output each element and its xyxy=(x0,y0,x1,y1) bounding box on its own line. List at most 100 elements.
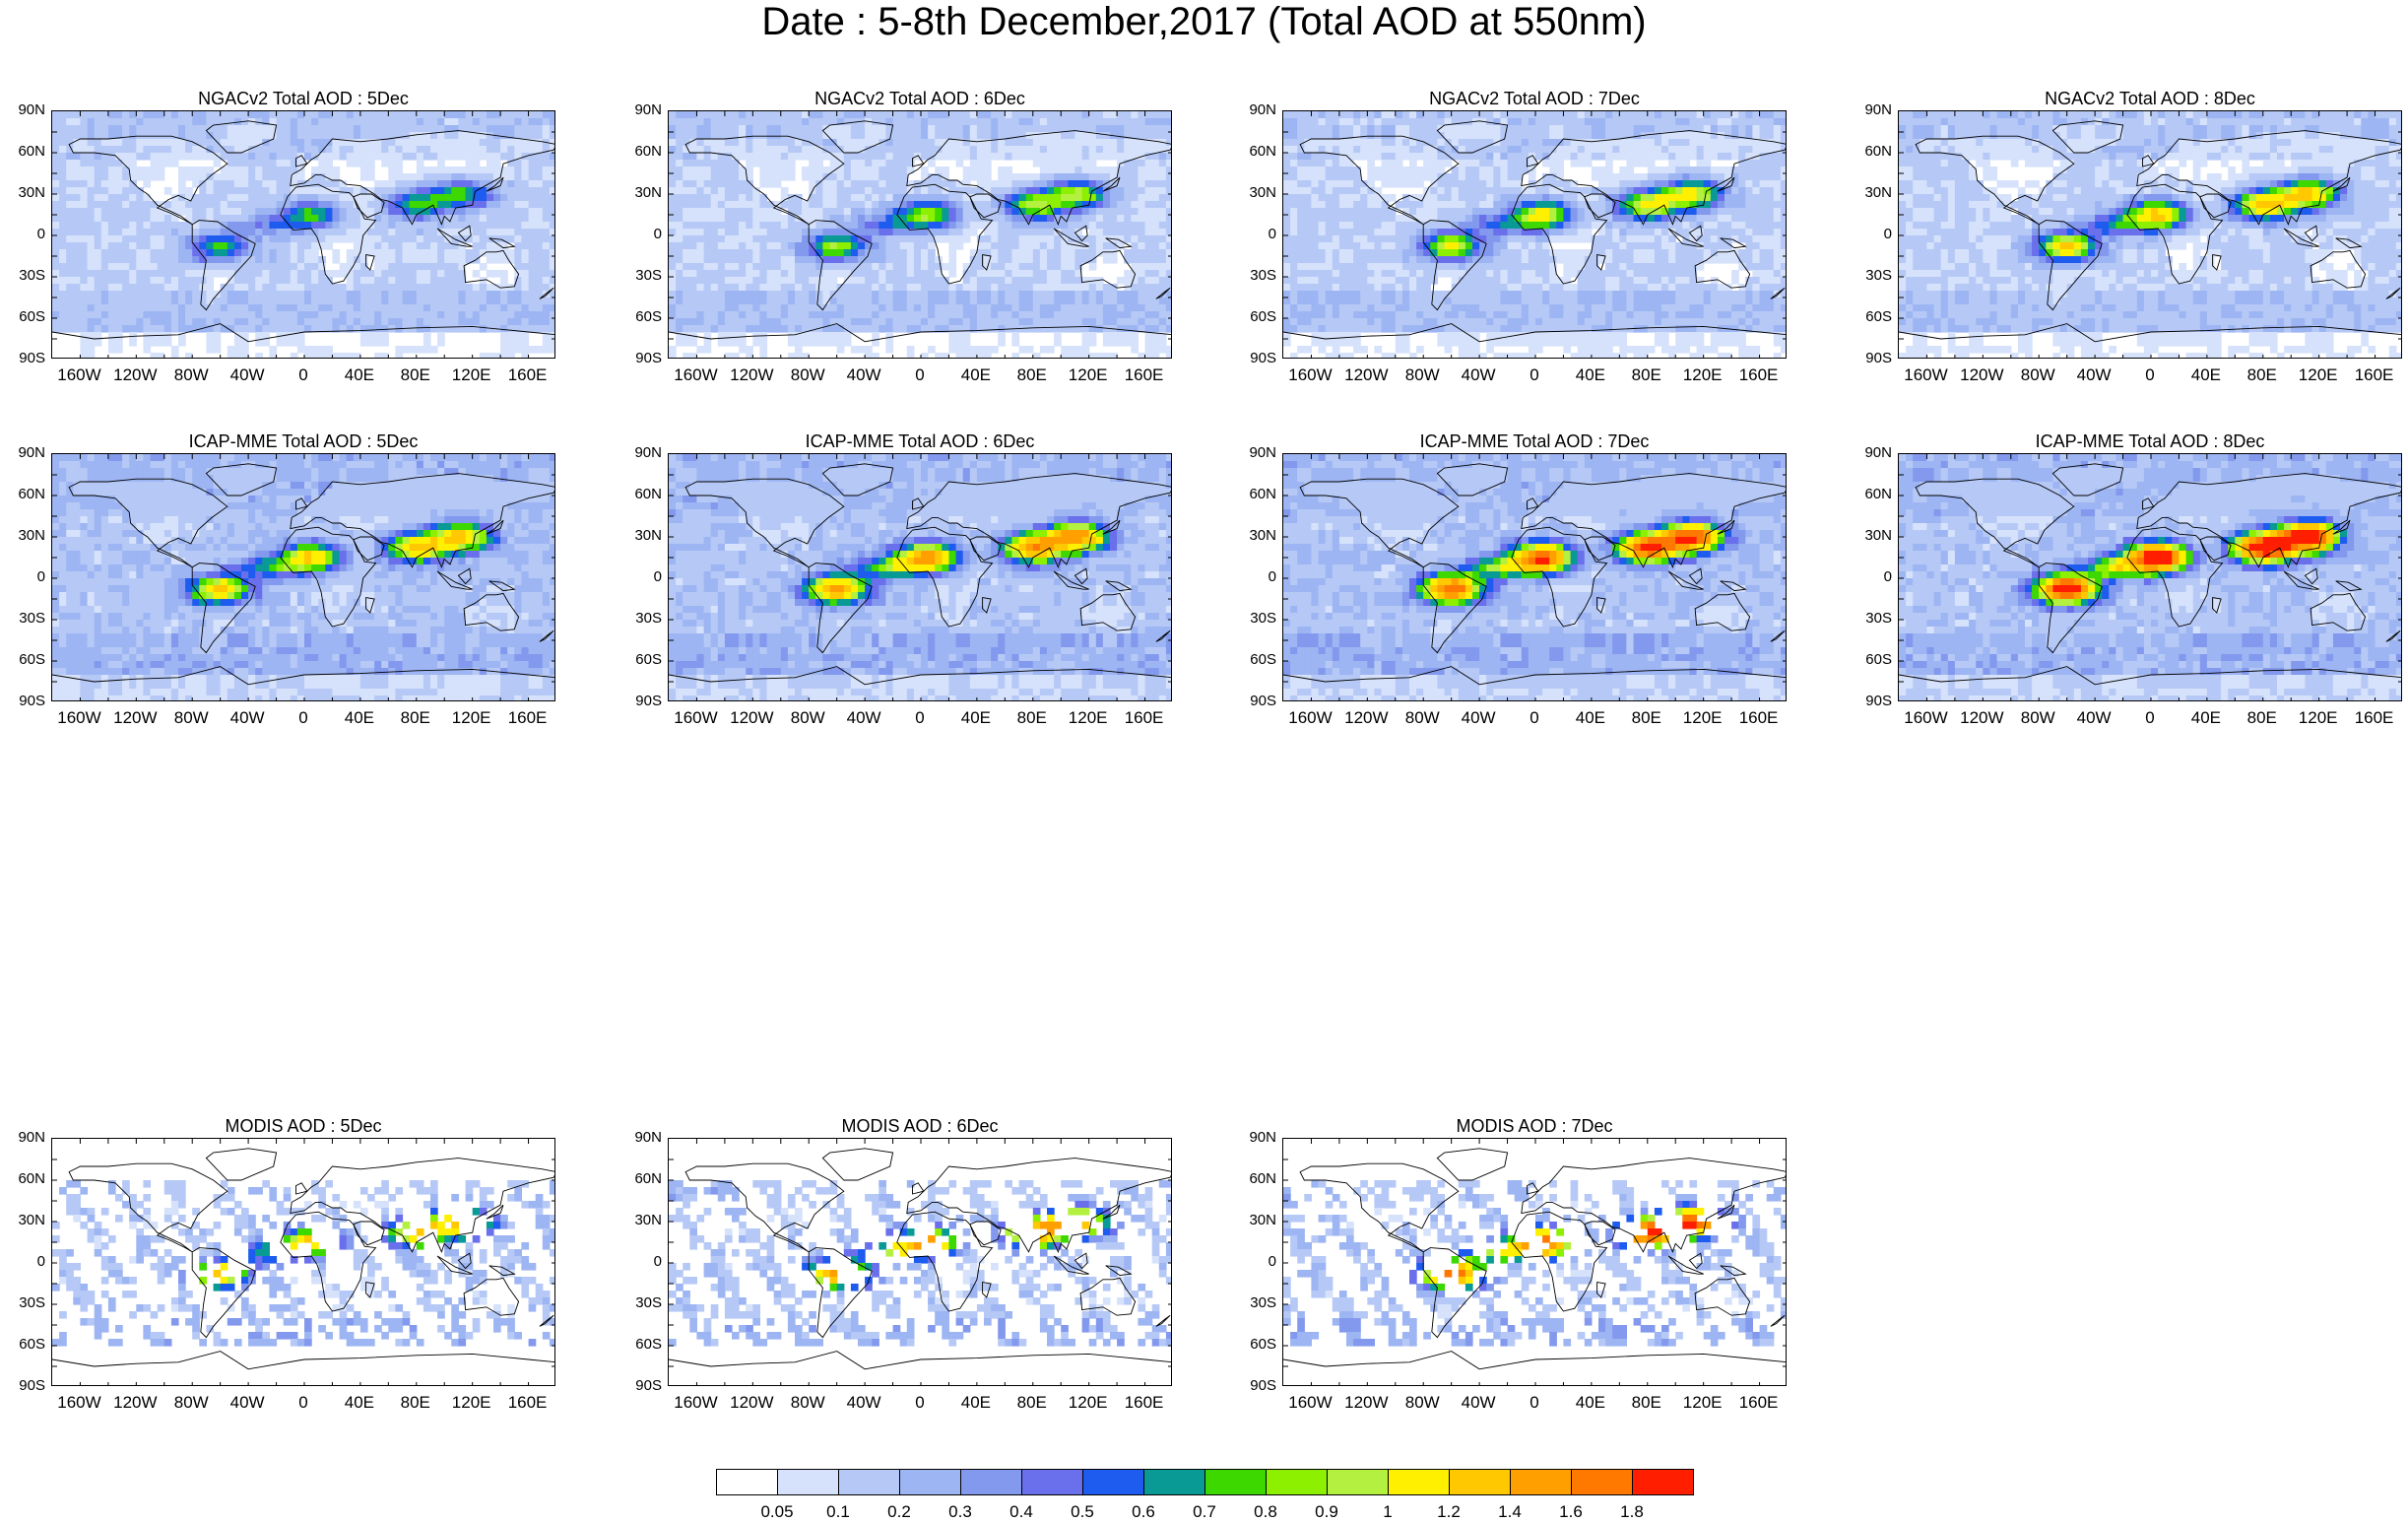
aod-cell xyxy=(325,187,333,195)
aod-cell xyxy=(843,284,852,292)
aod-cell xyxy=(66,229,74,236)
aod-cell xyxy=(955,339,964,347)
aod-cell xyxy=(976,111,985,119)
aod-cell xyxy=(311,270,319,278)
aod-cell xyxy=(752,201,760,209)
aod-cell xyxy=(1095,139,1104,147)
aod-cell xyxy=(843,263,852,271)
aod-cell xyxy=(1011,284,1020,292)
aod-cell xyxy=(872,249,879,257)
aod-cell xyxy=(969,270,978,278)
aod-cell xyxy=(409,180,418,188)
aod-cell xyxy=(388,125,396,133)
aod-cell xyxy=(998,270,1006,278)
aod-cell xyxy=(1081,339,1090,347)
aod-cell xyxy=(1304,118,1312,126)
aod-cell xyxy=(107,201,116,209)
aod-cell xyxy=(689,249,697,257)
aod-cell xyxy=(935,222,943,230)
aod-cell xyxy=(409,222,418,230)
aod-cell xyxy=(935,146,943,154)
aod-cell xyxy=(535,125,544,133)
aod-cell xyxy=(928,173,936,181)
aod-cell xyxy=(1151,249,1160,257)
aod-cell xyxy=(780,235,789,243)
aod-cell xyxy=(262,146,270,154)
aod-cell xyxy=(885,180,894,188)
aod-cell xyxy=(451,222,459,230)
aod-cell xyxy=(724,291,733,298)
aod-cell xyxy=(696,160,705,167)
aod-cell xyxy=(935,229,943,236)
aod-cell xyxy=(206,270,215,278)
aod-cell xyxy=(458,304,467,312)
aod-cell xyxy=(955,215,964,223)
aod-cell xyxy=(416,242,424,250)
aod-cell xyxy=(353,235,361,243)
aod-cell xyxy=(87,132,96,140)
aod-cell xyxy=(809,318,816,326)
aod-cell xyxy=(1131,125,1139,133)
aod-cell xyxy=(1110,173,1118,181)
aod-cell xyxy=(107,332,116,340)
aod-cell xyxy=(1401,111,1410,119)
aod-cell xyxy=(227,242,235,250)
aod-cell xyxy=(991,256,999,264)
aod-cell xyxy=(1117,215,1125,223)
aod-cell xyxy=(1780,111,1786,119)
aod-cell xyxy=(969,325,978,333)
aod-cell xyxy=(542,284,551,292)
aod-cell xyxy=(1144,298,1153,305)
aod-cell xyxy=(416,256,424,264)
aod-cell xyxy=(780,284,789,292)
aod-cell xyxy=(899,284,908,292)
aod-cell xyxy=(213,325,222,333)
aod-cell xyxy=(773,277,782,285)
aod-cell xyxy=(795,249,803,257)
aod-cell xyxy=(836,173,845,181)
aod-cell xyxy=(66,118,74,126)
aod-cell xyxy=(311,291,319,298)
aod-cell xyxy=(500,146,508,154)
aod-cell xyxy=(451,256,459,264)
aod-cell xyxy=(1088,201,1097,209)
aod-cell xyxy=(500,256,508,264)
aod-cell xyxy=(850,139,859,147)
aod-cell xyxy=(107,187,116,195)
aod-cell xyxy=(948,194,957,202)
aod-cell xyxy=(1011,111,1020,119)
aod-cell xyxy=(514,325,522,333)
aod-cell xyxy=(143,284,152,292)
aod-cell xyxy=(921,139,929,147)
aod-cell xyxy=(1054,339,1062,347)
aod-cell xyxy=(1444,118,1453,126)
aod-cell xyxy=(752,146,760,154)
aod-cell xyxy=(143,146,152,154)
aod-cell xyxy=(233,222,242,230)
lat-tick-label: 60S xyxy=(622,309,662,325)
aod-cell xyxy=(318,277,326,285)
aod-cell xyxy=(115,339,123,347)
aod-cell xyxy=(724,146,733,154)
aod-cell xyxy=(73,318,81,326)
aod-cell xyxy=(248,111,256,119)
aod-cell xyxy=(1117,146,1125,154)
aod-cell xyxy=(1144,194,1153,202)
lat-tick-label: 30S xyxy=(622,268,662,284)
aod-cell xyxy=(1479,111,1487,119)
aod-cell xyxy=(1095,173,1104,181)
aod-cell xyxy=(879,318,886,326)
aod-cell xyxy=(766,229,775,236)
aod-cell xyxy=(962,180,971,188)
aod-cell xyxy=(185,242,193,250)
aod-cell xyxy=(374,229,382,236)
aod-cell xyxy=(689,277,697,285)
aod-cell xyxy=(332,298,341,305)
aod-cell xyxy=(59,277,67,285)
aod-cell xyxy=(836,311,845,319)
aod-cell xyxy=(332,304,341,312)
aod-cell xyxy=(683,242,690,250)
aod-cell xyxy=(549,208,554,216)
aod-cell xyxy=(921,222,929,230)
aod-cell xyxy=(514,194,522,202)
